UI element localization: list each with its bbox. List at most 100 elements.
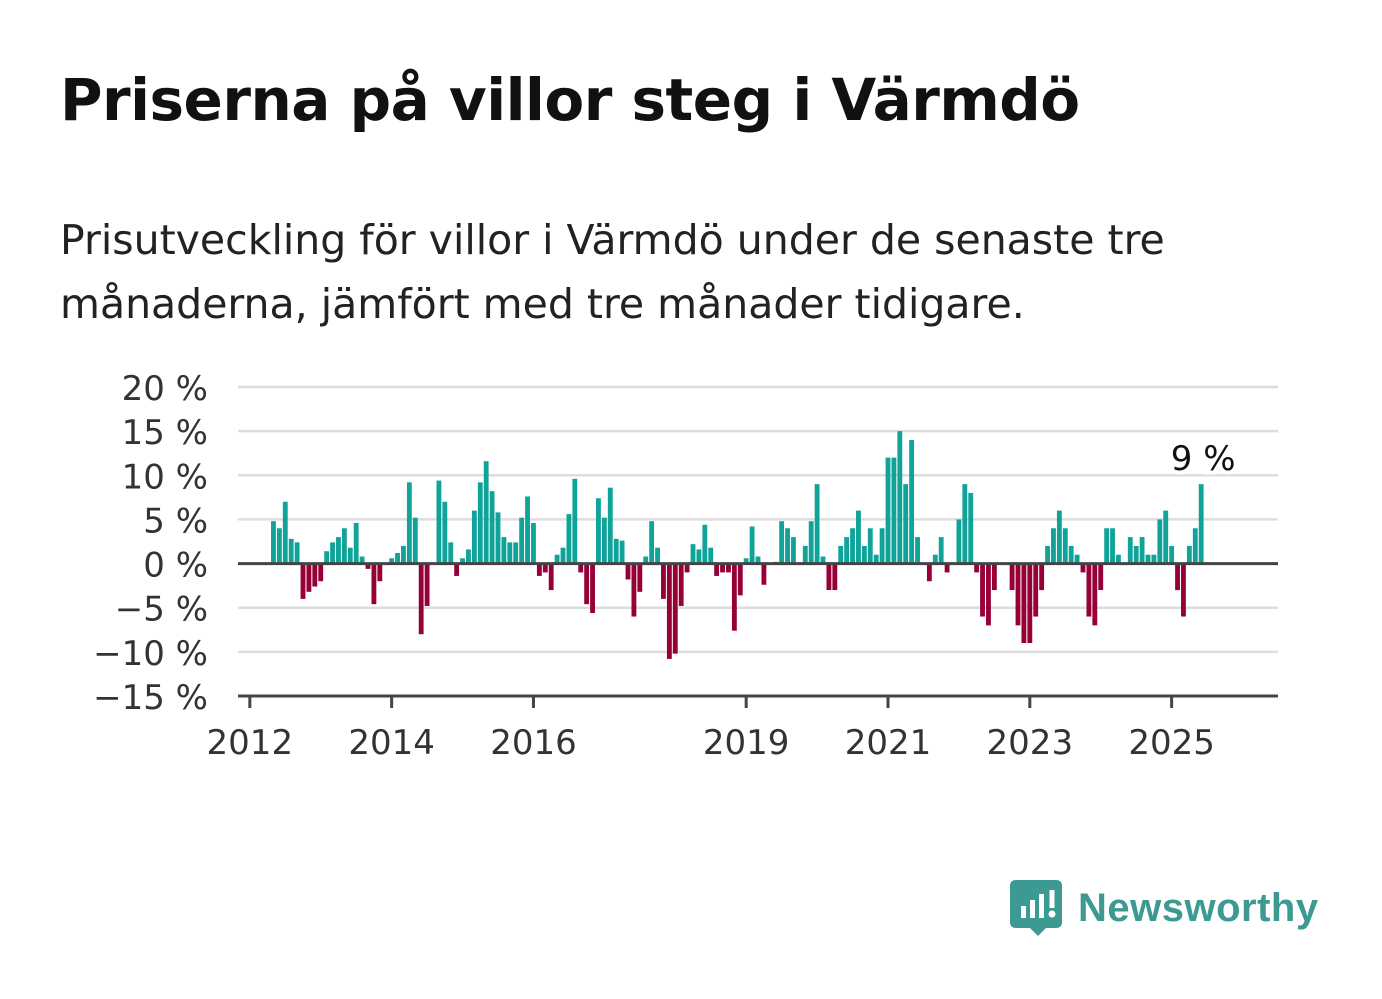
bar xyxy=(525,496,530,564)
bar xyxy=(1098,563,1104,591)
bar xyxy=(980,563,985,617)
bar xyxy=(489,491,495,564)
bar xyxy=(779,521,785,564)
bar xyxy=(1181,563,1186,617)
bar xyxy=(755,556,761,564)
bar xyxy=(932,554,938,564)
bar xyxy=(897,431,903,564)
bar xyxy=(690,544,696,564)
bar xyxy=(282,501,288,564)
bar xyxy=(1151,554,1157,564)
bar xyxy=(406,482,412,564)
bar xyxy=(436,480,442,564)
data-label: 9 % xyxy=(1171,439,1236,479)
bar xyxy=(1198,484,1204,564)
bar xyxy=(442,501,448,564)
bar xyxy=(288,538,294,564)
bar xyxy=(336,537,341,564)
bar xyxy=(1139,537,1145,564)
bar xyxy=(684,563,690,573)
bar xyxy=(619,540,625,564)
bar xyxy=(785,528,790,564)
bar xyxy=(495,512,501,564)
bar xyxy=(826,563,832,591)
bar xyxy=(844,537,850,564)
bar xyxy=(631,563,637,617)
bar xyxy=(613,538,619,564)
bar xyxy=(726,563,731,573)
bar xyxy=(513,542,519,564)
bar xyxy=(365,563,371,569)
bar xyxy=(832,563,838,591)
bar xyxy=(926,563,932,582)
bar xyxy=(572,478,578,564)
bar xyxy=(944,563,950,573)
bar xyxy=(991,563,997,591)
bar xyxy=(1116,554,1121,564)
bar xyxy=(353,522,359,564)
bar xyxy=(1027,563,1033,644)
bar xyxy=(607,487,613,564)
bar xyxy=(471,510,477,564)
bar xyxy=(1056,510,1062,564)
bar xyxy=(347,547,353,564)
y-tick-label: −5 % xyxy=(115,590,208,630)
y-tick-label: 20 % xyxy=(122,369,208,409)
bar xyxy=(956,519,962,564)
bar xyxy=(885,457,891,564)
bar xyxy=(460,558,465,564)
bar xyxy=(856,510,861,564)
bar xyxy=(915,537,920,564)
bar xyxy=(312,563,318,587)
bar xyxy=(1068,545,1074,564)
x-tick-label: 2014 xyxy=(348,723,435,763)
bar xyxy=(672,563,678,654)
bar xyxy=(501,537,507,564)
bar xyxy=(318,563,324,582)
bar xyxy=(1021,563,1027,644)
bar xyxy=(1033,563,1039,617)
bar xyxy=(737,563,743,596)
bar xyxy=(696,549,702,564)
chart-title: Priserna på villor steg i Värmdö xyxy=(60,66,1080,134)
bar xyxy=(1039,563,1045,591)
bar xyxy=(678,563,684,606)
bar xyxy=(1080,563,1086,573)
bar xyxy=(666,563,672,659)
x-tick-label: 2025 xyxy=(1128,723,1215,763)
bar xyxy=(1086,563,1092,617)
bar xyxy=(271,521,276,564)
bar xyxy=(590,563,595,614)
bar xyxy=(566,514,572,564)
newsworthy-logo-icon xyxy=(1010,880,1062,936)
bar xyxy=(1157,519,1163,564)
bar xyxy=(412,517,418,564)
bar xyxy=(850,528,855,564)
bar xyxy=(1104,528,1110,564)
bar xyxy=(519,517,525,564)
bar xyxy=(838,545,844,564)
bar xyxy=(1192,528,1198,564)
bar xyxy=(536,563,542,576)
bar xyxy=(483,461,489,564)
bar xyxy=(596,498,601,564)
bar xyxy=(1186,545,1192,564)
bar xyxy=(1009,563,1015,591)
bar xyxy=(731,563,737,631)
bar xyxy=(542,563,548,573)
bar xyxy=(714,563,720,576)
bar xyxy=(324,551,330,564)
bar xyxy=(761,563,767,585)
bar xyxy=(1074,554,1080,564)
brand-logo: Newsworthy xyxy=(1010,876,1319,940)
bar xyxy=(909,439,915,564)
x-tick-label: 2021 xyxy=(845,723,932,763)
bar xyxy=(625,563,631,580)
bar xyxy=(1163,510,1169,564)
bar xyxy=(986,563,991,626)
bar xyxy=(1092,563,1098,626)
bar xyxy=(294,542,300,564)
bar xyxy=(1133,545,1139,564)
bar xyxy=(903,484,909,564)
y-tick-label: 5 % xyxy=(143,501,208,541)
